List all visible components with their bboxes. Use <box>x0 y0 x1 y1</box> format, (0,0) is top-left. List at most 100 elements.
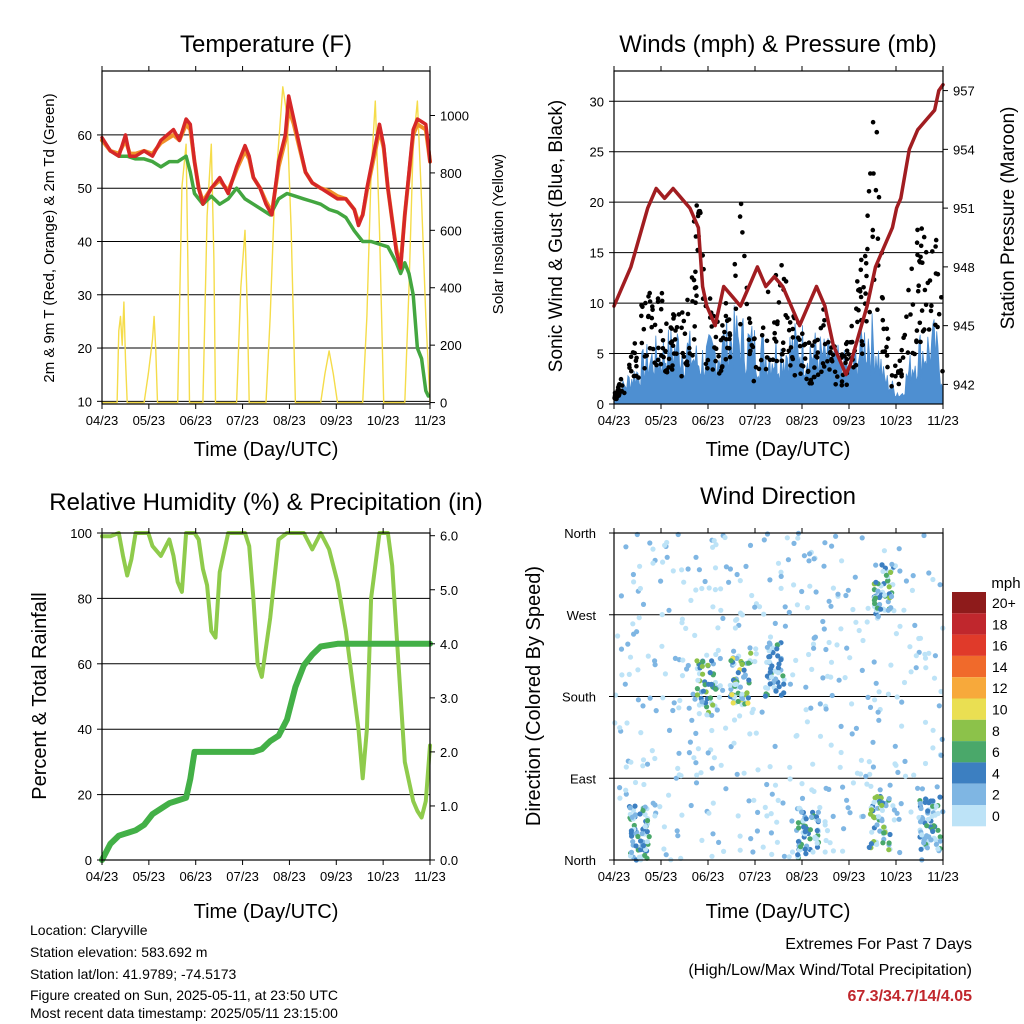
wdir-panel: Wind Direction 04/23 05/23 06/23 07/23 08/23… <box>523 483 1021 923</box>
wind-direction-point <box>755 809 761 816</box>
wind-direction-point <box>916 649 922 655</box>
x-tick-label: 05/23 <box>645 869 678 884</box>
wind-direction-point <box>775 560 782 566</box>
wind-direction-point <box>742 673 748 680</box>
wind-direction-point <box>823 706 829 712</box>
temperature-panel: Temperature (F) 04/23 05/23 06/23 07/23 08/2… <box>41 31 507 461</box>
wind-direction-point <box>863 773 869 779</box>
wind-direction-point <box>770 650 776 656</box>
gust-point <box>727 336 732 342</box>
y-tick-label-left: 20 <box>78 341 92 356</box>
gust-point <box>865 213 870 218</box>
wind-direction-point <box>922 651 928 657</box>
wind-direction-point <box>759 709 765 715</box>
gust-point <box>783 279 789 284</box>
wind-direction-point <box>774 839 781 845</box>
gust-point <box>658 306 664 312</box>
x-tick-label: 11/23 <box>414 869 446 884</box>
wind-direction-point <box>685 566 691 572</box>
wind-direction-point <box>734 571 740 578</box>
y-tick-label-left: 30 <box>590 94 604 109</box>
gust-point <box>719 365 725 370</box>
legend-swatch <box>952 634 986 656</box>
wind-direction-point <box>881 830 887 836</box>
gust-point <box>639 340 645 346</box>
y-tick-label-right: 3.0 <box>440 691 458 706</box>
wind-direction-point <box>635 833 641 840</box>
wind-direction-point <box>826 639 832 646</box>
wind-direction-point <box>693 760 699 766</box>
x-tick-label: 06/23 <box>179 413 212 428</box>
wind-direction-point <box>888 605 894 611</box>
plot-border <box>613 70 944 405</box>
wind-direction-point <box>700 659 706 665</box>
wind-direction-point <box>886 796 892 802</box>
wind-direction-point <box>629 814 635 820</box>
legend-label: 12 <box>992 680 1008 696</box>
wind-direction-point <box>628 759 634 765</box>
gust-point <box>783 313 788 318</box>
wind-direction-point <box>934 784 940 790</box>
wind-direction-point <box>897 568 903 574</box>
wind-direction-point <box>637 811 643 817</box>
wind-direction-point <box>823 837 829 844</box>
gust-point <box>909 266 914 272</box>
gust-point <box>764 355 770 360</box>
wind-direction-point <box>638 838 644 844</box>
gust-point <box>936 311 942 317</box>
wind-direction-point <box>834 642 840 648</box>
y-tick-label-right: 2.0 <box>440 745 458 760</box>
wind-direction-point <box>679 616 686 622</box>
wind-direction-point <box>746 677 752 683</box>
gust-point <box>805 369 811 375</box>
wind-direction-point <box>696 567 703 573</box>
gust-point <box>737 214 743 219</box>
wind-direction-point <box>820 675 826 681</box>
wind-direction-point <box>873 579 879 585</box>
x-tick-label: 09/23 <box>833 869 866 884</box>
extremes-title: Extremes For Past 7 Days <box>785 936 972 953</box>
wind-direction-point <box>714 707 720 713</box>
wind-direction-point <box>871 659 877 665</box>
legend-swatch <box>952 592 986 614</box>
gust-point <box>630 350 636 355</box>
wind-direction-point <box>776 661 782 667</box>
wind-direction-point <box>826 786 832 793</box>
x-tick-label: 10/23 <box>880 869 913 884</box>
gust-point <box>923 302 929 308</box>
wind-direction-point <box>822 819 828 825</box>
wind-direction-point <box>686 705 692 711</box>
gust-point <box>853 362 859 368</box>
wind-direction-point <box>896 816 902 822</box>
wind-direction-point <box>808 705 814 711</box>
gust-point <box>810 343 815 348</box>
wind-direction-point <box>684 666 690 672</box>
wind-direction-point <box>803 816 809 822</box>
wind-direction-point <box>717 683 723 689</box>
gust-point <box>849 323 854 329</box>
wind-direction-point <box>700 688 707 694</box>
wind-direction-point <box>735 670 741 676</box>
wind-direction-point <box>726 579 732 585</box>
rh-plot-area: 04/23 05/23 06/23 07/23 08/23 09/23 10/23 11/23… <box>70 526 458 884</box>
wind-direction-point <box>844 645 850 651</box>
wind-direction-point <box>782 623 789 629</box>
x-tick-label: 06/23 <box>179 869 212 884</box>
wind-direction-point <box>692 696 698 702</box>
wind-direction-point <box>753 646 759 652</box>
gust-point <box>905 350 911 355</box>
wind-direction-point <box>879 807 886 814</box>
y-tick-label-right: 5.0 <box>440 583 458 598</box>
wind-direction-point <box>780 673 786 679</box>
wind-direction-point <box>694 658 700 664</box>
y-tick-label-left: 0 <box>85 853 92 868</box>
wind-direction-point <box>864 619 870 625</box>
gust-point <box>693 234 699 239</box>
gust-point <box>871 171 876 176</box>
gust-point <box>707 296 713 301</box>
wind-direction-point <box>811 645 817 651</box>
wind-direction-point <box>804 605 811 611</box>
gust-point <box>751 378 757 384</box>
wind-direction-point <box>750 706 756 712</box>
wind-direction-point <box>841 826 847 832</box>
